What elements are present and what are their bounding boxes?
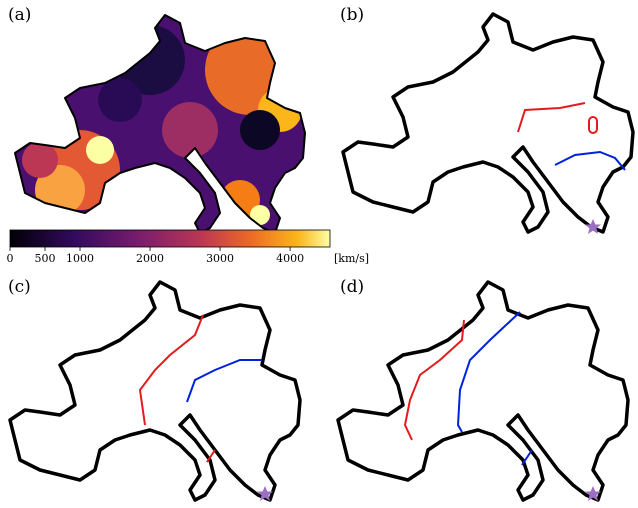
panel-c: (c) xyxy=(8,277,300,501)
colorbar-tick-label: 2000 xyxy=(136,252,164,265)
colorbar-tick-label: 0 xyxy=(7,252,14,265)
panel-d: (d) xyxy=(338,277,628,501)
colorbar-tick-label: 500 xyxy=(35,252,56,265)
panel-b: (b) xyxy=(340,5,633,234)
colorbar-unit: [km/s] xyxy=(334,252,369,265)
colorbar xyxy=(10,230,330,247)
panel-label: (d) xyxy=(340,277,364,297)
panel-a: (a) [km/s] xyxy=(0,0,369,265)
panel-label: (b) xyxy=(340,5,364,25)
colorbar-tick-label: 4000 xyxy=(276,252,304,265)
panel-label: (a) xyxy=(8,5,31,25)
figure: (a) [km/s] (b) (c) (d) xyxy=(0,0,638,508)
colorbar-tick-label: 3000 xyxy=(206,252,234,265)
panel-label: (c) xyxy=(8,277,31,297)
colorbar-tick-label: 1000 xyxy=(66,252,94,265)
